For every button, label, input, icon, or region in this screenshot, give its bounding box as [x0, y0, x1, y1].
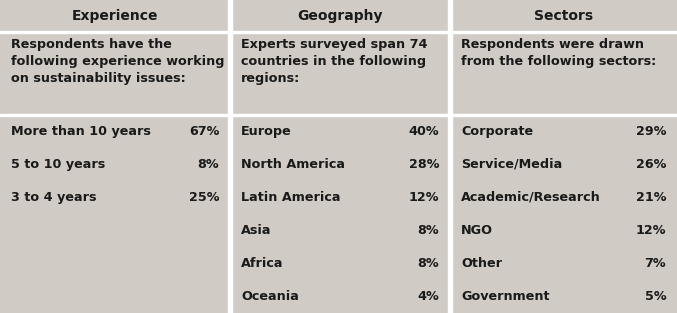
- Text: 28%: 28%: [409, 158, 439, 171]
- Text: Sectors: Sectors: [534, 9, 593, 23]
- Text: 29%: 29%: [636, 125, 666, 138]
- Text: Service/Media: Service/Media: [461, 158, 563, 171]
- Text: Other: Other: [461, 257, 502, 270]
- Text: 5%: 5%: [645, 290, 666, 303]
- Text: 40%: 40%: [409, 125, 439, 138]
- Text: 25%: 25%: [189, 191, 219, 204]
- Text: Europe: Europe: [241, 125, 292, 138]
- Text: Oceania: Oceania: [241, 290, 299, 303]
- Text: 8%: 8%: [198, 158, 219, 171]
- Text: 8%: 8%: [418, 224, 439, 237]
- Text: Latin America: Latin America: [241, 191, 341, 204]
- Text: 12%: 12%: [409, 191, 439, 204]
- Text: Respondents were drawn
from the following sectors:: Respondents were drawn from the followin…: [461, 38, 656, 68]
- Text: Asia: Asia: [241, 224, 271, 237]
- Text: More than 10 years: More than 10 years: [11, 125, 151, 138]
- Text: 21%: 21%: [636, 191, 666, 204]
- Text: 5 to 10 years: 5 to 10 years: [11, 158, 105, 171]
- Text: North America: North America: [241, 158, 345, 171]
- Bar: [0, 31, 677, 33]
- Text: 26%: 26%: [636, 158, 666, 171]
- Text: 8%: 8%: [418, 257, 439, 270]
- Text: Experience: Experience: [72, 9, 158, 23]
- Text: Corporate: Corporate: [461, 125, 533, 138]
- Text: 12%: 12%: [636, 224, 666, 237]
- Bar: [448, 0, 452, 313]
- Bar: [0, 114, 677, 116]
- Text: Geography: Geography: [297, 9, 383, 23]
- Text: Respondents have the
following experience working
on sustainability issues:: Respondents have the following experienc…: [11, 38, 224, 85]
- Text: Experts surveyed span 74
countries in the following
regions:: Experts surveyed span 74 countries in th…: [241, 38, 427, 85]
- Bar: [228, 0, 232, 313]
- Text: NGO: NGO: [461, 224, 493, 237]
- Text: 67%: 67%: [189, 125, 219, 138]
- Text: Government: Government: [461, 290, 550, 303]
- Text: 7%: 7%: [645, 257, 666, 270]
- Text: 3 to 4 years: 3 to 4 years: [11, 191, 96, 204]
- Text: Africa: Africa: [241, 257, 284, 270]
- Text: Academic/Research: Academic/Research: [461, 191, 600, 204]
- Text: 4%: 4%: [418, 290, 439, 303]
